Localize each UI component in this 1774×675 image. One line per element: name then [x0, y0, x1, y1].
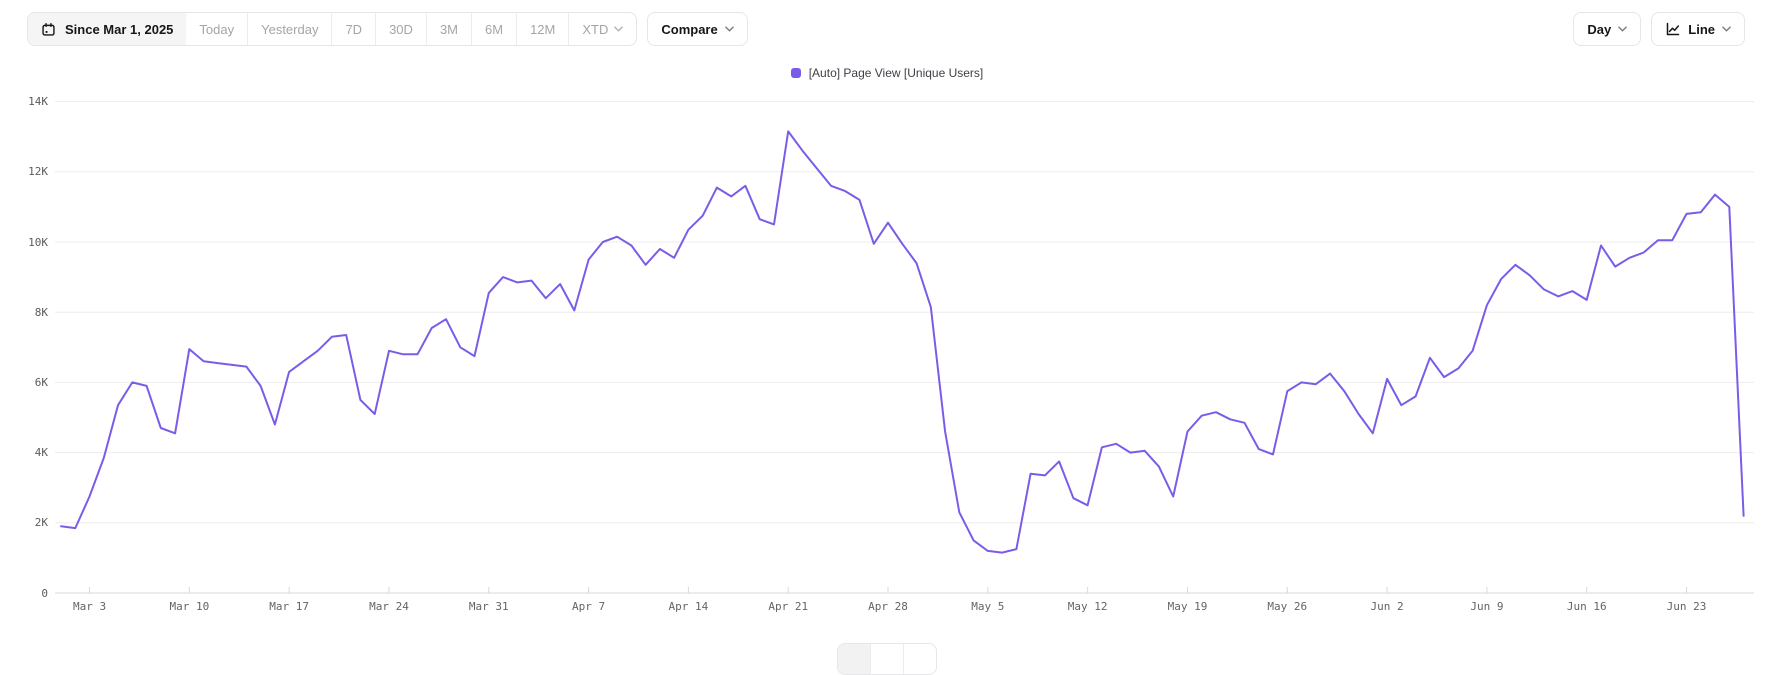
display-controls-cluster: Day Line	[1573, 12, 1745, 46]
xtd-label: XTD	[582, 21, 609, 37]
x-axis-label: Jun 2	[1370, 600, 1404, 613]
bottom-pager-segment[interactable]	[838, 644, 870, 674]
x-axis-label: Apr 28	[868, 600, 908, 613]
y-axis-label: 0	[41, 586, 48, 600]
y-axis-label: 6K	[34, 375, 48, 389]
chart-svg	[55, 101, 1754, 594]
date-range-segmented-control: Since Mar 1, 2025 Today Yesterday 7D 30D 3M 6…	[27, 12, 638, 46]
granularity-button[interactable]: Day	[1573, 12, 1642, 46]
date-range-label: Since Mar 1, 2025	[65, 21, 174, 37]
preset-yesterday-button[interactable]: Yesterday	[247, 13, 331, 45]
x-axis-label: Mar 24	[369, 600, 409, 613]
x-axis-label: May 12	[1067, 600, 1108, 613]
compare-button[interactable]: Compare	[647, 12, 748, 46]
y-axis-label: 8K	[34, 305, 48, 319]
preset-buttons: Today Yesterday 7D 30D 3M 6M 12M	[186, 13, 568, 45]
chart-area[interactable]: 0 2K 4K 6K 8K 10K 12K 14K Mar 3 Mar 10 Mar 17 Mar 2…	[0, 0, 1774, 650]
toolbar: Since Mar 1, 2025 Today Yesterday 7D 30D 3M 6…	[27, 12, 1745, 46]
bottom-pager-control[interactable]	[837, 643, 937, 675]
x-axis-label: May 5	[971, 600, 1005, 613]
date-controls-cluster: Since Mar 1, 2025 Today Yesterday 7D 30D 3M 6…	[27, 12, 748, 46]
series-line[interactable]	[60, 130, 1745, 554]
x-axis-label: Jun 23	[1666, 600, 1707, 613]
y-axis-label: 10K	[28, 235, 48, 249]
legend-series-swatch	[790, 68, 801, 78]
chevron-down-icon	[1722, 26, 1731, 32]
x-axis-label: Apr 21	[768, 600, 809, 613]
y-axis-label: 4K	[34, 446, 48, 460]
bottom-pager-segment[interactable]	[870, 644, 903, 674]
x-axis-label: Jun 9	[1470, 600, 1504, 613]
bottom-pager-segment[interactable]	[903, 644, 936, 674]
x-axis-label: May 19	[1167, 600, 1208, 613]
x-axis-label: Apr 14	[668, 600, 709, 613]
compare-label: Compare	[661, 21, 718, 37]
x-axis-label: Jun 16	[1566, 600, 1607, 613]
x-axis-label: May 26	[1267, 600, 1308, 613]
x-axis-label: Mar 17	[269, 600, 310, 613]
chart-type-label: Line	[1688, 21, 1715, 37]
chart-type-button[interactable]: Line	[1651, 12, 1745, 46]
preset-7d-button[interactable]: 7D	[331, 13, 375, 45]
legend-series-label: [Auto] Page View [Unique Users]	[808, 66, 984, 80]
preset-3m-button[interactable]: 3M	[425, 13, 471, 45]
y-axis-label: 2K	[34, 516, 48, 530]
preset-30d-button[interactable]: 30D	[375, 13, 426, 45]
x-axis-label: Mar 31	[468, 600, 509, 613]
line-chart-icon	[1667, 22, 1680, 36]
chevron-down-icon	[1618, 26, 1628, 32]
chevron-down-icon	[614, 26, 624, 32]
preset-6m-button[interactable]: 6M	[471, 13, 516, 45]
granularity-label: Day	[1587, 21, 1612, 37]
calendar-icon	[42, 22, 55, 36]
x-axis-label: Mar 3	[72, 600, 107, 613]
date-range-button[interactable]: Since Mar 1, 2025	[28, 13, 187, 45]
preset-xtd-button[interactable]: XTD	[568, 13, 636, 45]
y-axis-label: 14K	[28, 95, 48, 109]
x-axis-label: Apr 7	[572, 600, 606, 613]
legend: [Auto] Page View [Unique Users]	[0, 66, 1774, 80]
preset-12m-button[interactable]: 12M	[516, 13, 568, 45]
x-axis-label: Mar 10	[169, 600, 210, 613]
preset-today-button[interactable]: Today	[199, 21, 235, 37]
chevron-down-icon	[724, 26, 734, 32]
y-axis-label: 12K	[28, 165, 48, 179]
